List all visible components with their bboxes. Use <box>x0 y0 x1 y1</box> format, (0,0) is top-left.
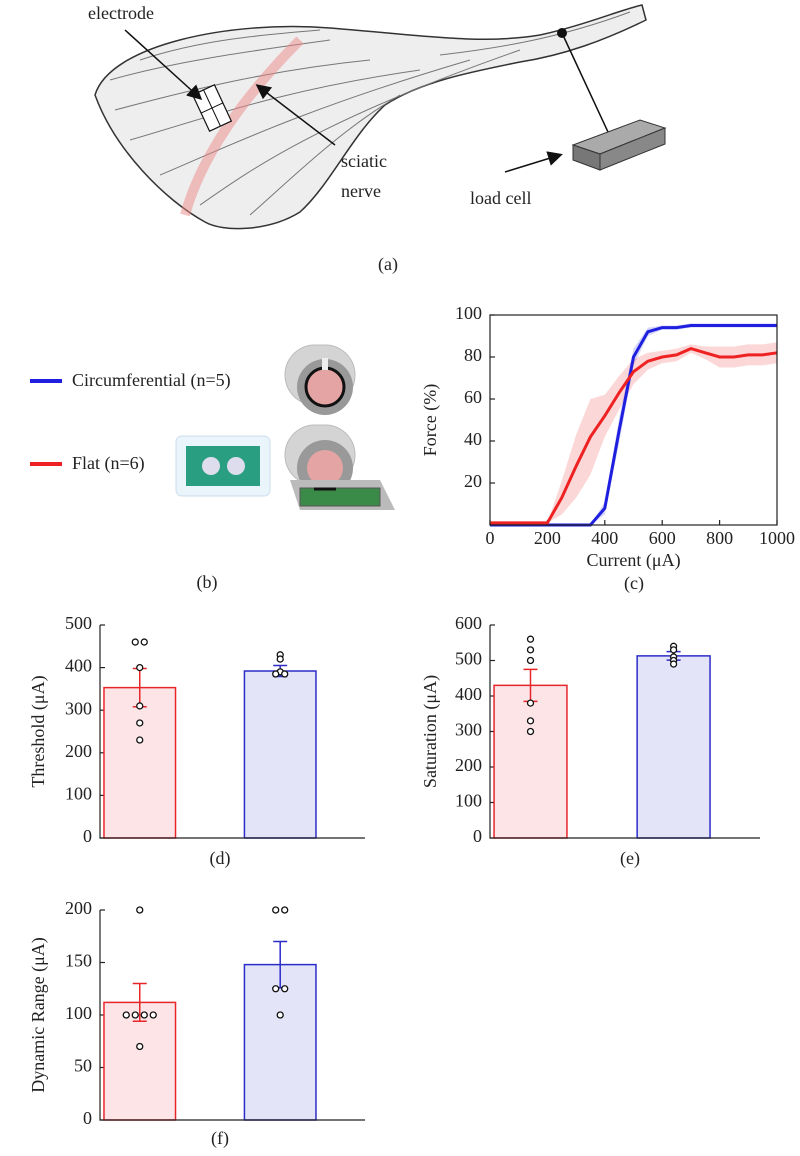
data-point <box>136 1042 144 1051</box>
data-point <box>276 655 284 663</box>
error-band <box>490 342 777 523</box>
y-axis-label: Dynamic Range (μA) <box>28 937 49 1093</box>
x-axis-label: Current (μA) <box>586 550 680 571</box>
muscle-illustration <box>94 4 667 230</box>
y-axis-label: Force (%) <box>420 384 441 456</box>
y-tick-label: 0 <box>83 826 92 846</box>
axes <box>99 625 365 839</box>
data-point <box>136 906 144 914</box>
y-tick-label: 80 <box>464 345 482 365</box>
panel-label: (a) <box>378 254 398 275</box>
y-tick-label: 20 <box>464 471 482 491</box>
y-tick-label: 0 <box>473 826 482 846</box>
data-point <box>526 635 535 643</box>
annotation: nerve <box>341 181 381 201</box>
data-point <box>526 699 535 707</box>
data-point <box>131 1011 139 1019</box>
data-point <box>136 736 144 744</box>
x-tick-label: 400 <box>591 528 618 548</box>
line <box>490 347 778 525</box>
data-point <box>149 1011 157 1019</box>
plot-frame <box>489 314 778 526</box>
y-tick-label: 200 <box>455 755 482 775</box>
x-tick-label: 800 <box>706 528 733 548</box>
data-point <box>276 1011 284 1019</box>
y-tick-label: 300 <box>65 698 92 718</box>
y-tick-label: 200 <box>65 741 92 761</box>
data-point <box>140 1011 148 1019</box>
panel-label: (c) <box>624 573 644 594</box>
x-tick-label: 600 <box>649 528 676 548</box>
error-bar <box>132 982 147 1023</box>
data-point <box>526 727 535 736</box>
y-axis-label: Threshold (μA) <box>28 675 49 787</box>
data-point <box>669 660 678 668</box>
data-point <box>272 670 280 678</box>
axes <box>489 625 760 839</box>
bar <box>243 963 317 1121</box>
data-point <box>136 719 144 727</box>
y-tick-label: 150 <box>65 951 92 971</box>
data-point <box>140 638 148 646</box>
y-tick-label: 0 <box>83 1108 92 1128</box>
data-point <box>669 646 678 654</box>
y-tick-label: 100 <box>455 791 482 811</box>
y-axis-label: Saturation (μA) <box>420 675 441 788</box>
legend-label: Flat (n=6) <box>72 453 145 474</box>
y-tick-label: 50 <box>74 1056 92 1076</box>
panel-label: (f) <box>211 1128 229 1149</box>
legend-label: Circumferential (n=5) <box>72 370 231 391</box>
y-tick-label: 100 <box>65 1003 92 1023</box>
y-tick-label: 400 <box>455 684 482 704</box>
axes <box>99 910 365 1121</box>
bar <box>493 684 568 839</box>
x-tick-label: 200 <box>534 528 561 548</box>
data-point <box>526 717 535 725</box>
y-tick-label: 40 <box>464 429 482 449</box>
data-point <box>526 646 535 654</box>
bar <box>243 670 317 839</box>
data-point <box>272 906 280 914</box>
data-point <box>281 906 289 914</box>
y-tick-label: 600 <box>455 613 482 633</box>
annotation: sciatic <box>341 151 387 171</box>
data-point <box>272 985 280 993</box>
annotation: electrode <box>88 3 154 23</box>
data-point <box>281 985 289 993</box>
bar <box>636 655 711 839</box>
data-point <box>131 638 139 646</box>
electrode-illustration <box>175 344 395 510</box>
data-point <box>136 702 144 710</box>
data-point <box>136 663 144 672</box>
y-tick-label: 60 <box>464 387 482 407</box>
data-point <box>526 656 535 665</box>
y-tick-label: 200 <box>65 898 92 918</box>
data-point <box>122 1011 130 1019</box>
y-tick-label: 400 <box>65 656 92 676</box>
y-tick-label: 500 <box>65 613 92 633</box>
y-tick-label: 100 <box>455 303 482 323</box>
bar <box>103 686 177 839</box>
y-tick-label: 100 <box>65 784 92 804</box>
panel-label: (e) <box>620 848 640 869</box>
x-tick-label: 1000 <box>759 528 795 548</box>
y-tick-label: 500 <box>455 649 482 669</box>
y-tick-label: 300 <box>455 720 482 740</box>
data-point <box>281 670 289 678</box>
panel-label: (b) <box>197 572 218 593</box>
annotation: load cell <box>470 188 531 208</box>
x-tick-label: 0 <box>486 528 495 548</box>
panel-label: (d) <box>210 848 231 869</box>
